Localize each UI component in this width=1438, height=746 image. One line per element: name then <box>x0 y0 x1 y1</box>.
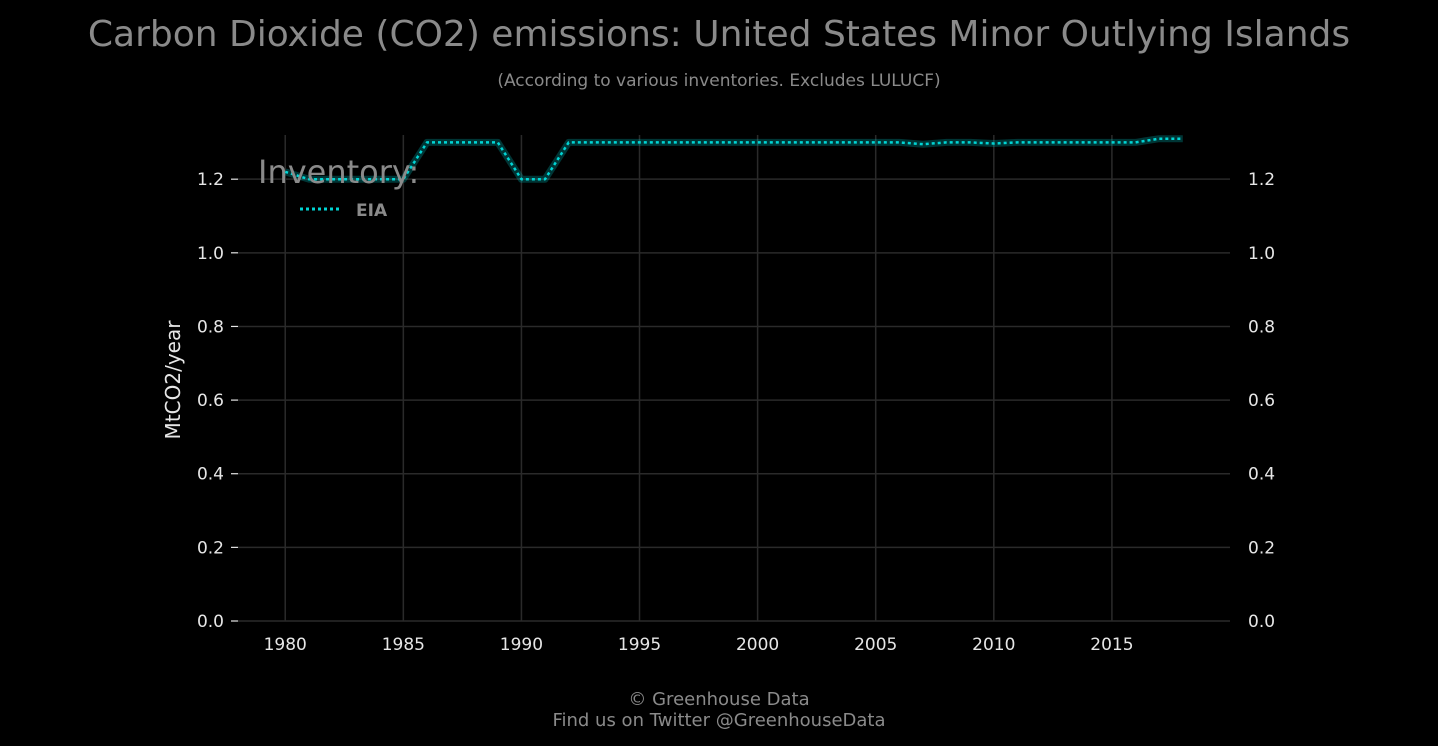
y-tick-label: 0.0 <box>197 612 224 632</box>
legend-label-eia: EIA <box>356 201 388 221</box>
x-tick-label: 1980 <box>264 635 307 655</box>
left-y-axis: 0.0 0.2 0.4 0.6 0.8 1.0 1.2 <box>197 170 238 632</box>
right-y-axis: 0.0 0.2 0.4 0.6 0.8 1.0 1.2 <box>1248 170 1275 632</box>
series-line-eia <box>284 137 1183 181</box>
footer-copyright: © Greenhouse Data <box>628 689 809 710</box>
y-tick-label-right: 1.0 <box>1248 244 1275 264</box>
series-layer <box>284 135 1183 183</box>
x-axis: 1980 1985 1990 1995 2000 2005 2010 2015 <box>264 635 1134 655</box>
chart-subtitle: (According to various inventories. Exclu… <box>497 71 940 91</box>
y-tick-label-right: 0.0 <box>1248 612 1275 632</box>
x-tick-label: 2015 <box>1090 635 1133 655</box>
y-tick-label-right: 0.8 <box>1248 317 1275 337</box>
y-axis-label: MtCO2/year <box>161 320 185 440</box>
legend: Inventory: EIA <box>258 153 419 221</box>
y-tick-label: 0.4 <box>197 465 224 485</box>
x-tick-label: 1990 <box>500 635 543 655</box>
series-glow-eia <box>284 135 1183 183</box>
y-tick-label: 0.2 <box>197 538 224 558</box>
footer-twitter: Find us on Twitter @GreenhouseData <box>552 710 885 731</box>
chart-title: Carbon Dioxide (CO2) emissions: United S… <box>88 14 1350 55</box>
x-tick-label: 2000 <box>736 635 779 655</box>
y-tick-label-right: 0.6 <box>1248 391 1275 411</box>
y-tick-label: 0.8 <box>197 317 224 337</box>
y-tick-label: 0.6 <box>197 391 224 411</box>
x-tick-label: 1985 <box>382 635 425 655</box>
y-tick-label: 1.2 <box>197 170 224 190</box>
grid-lines <box>238 135 1230 622</box>
y-tick-label-right: 0.2 <box>1248 538 1275 558</box>
legend-title: Inventory: <box>258 153 419 191</box>
x-tick-label: 1995 <box>618 635 661 655</box>
y-tick-label: 1.0 <box>197 244 224 264</box>
x-tick-label: 2010 <box>972 635 1015 655</box>
y-tick-label-right: 1.2 <box>1248 170 1275 190</box>
y-tick-label-right: 0.4 <box>1248 465 1275 485</box>
x-tick-label: 2005 <box>854 635 897 655</box>
